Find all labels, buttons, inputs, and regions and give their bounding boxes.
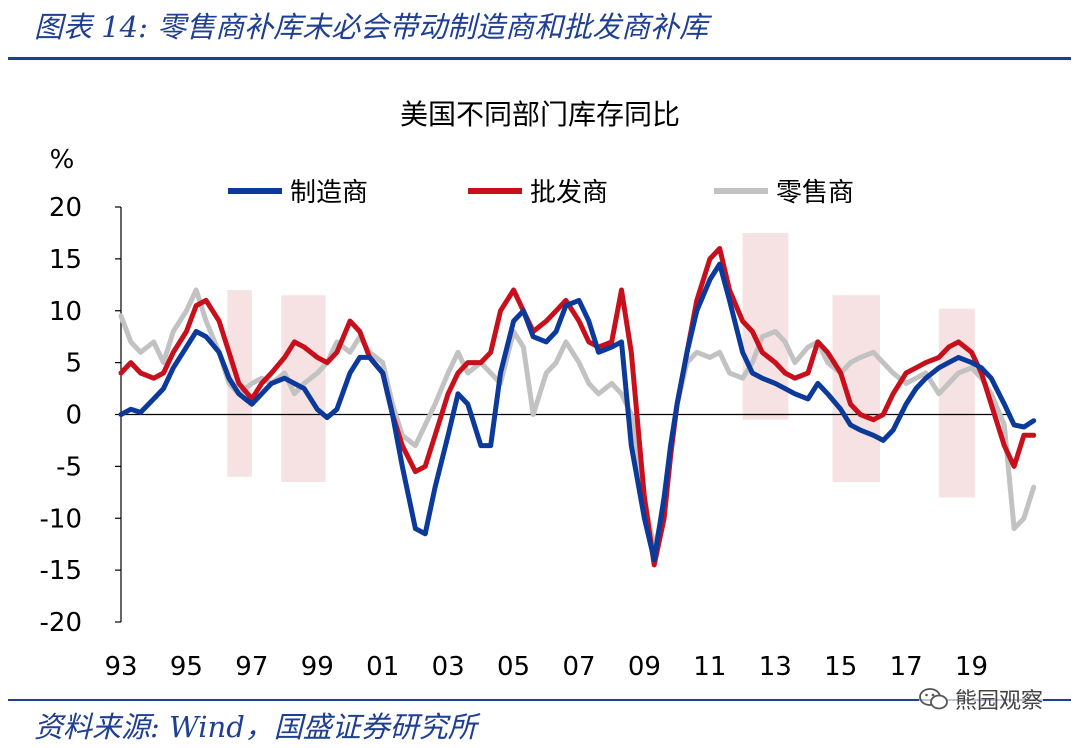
series-line-wholesaler [118, 246, 1037, 568]
inventory-yoy-chart: 美国不同部门库存同比 % 制造商 批发商 零售商 20 15 10 5 0 -5 -10 -1… [40, 98, 1037, 682]
shaded-periods [227, 232, 975, 498]
x-tick-label: 03 [432, 652, 465, 682]
y-tick-label: 20 [49, 193, 82, 223]
legend-label-retailer: 零售商 [776, 178, 854, 208]
watermark-text: 熊园观察 [954, 689, 1043, 714]
series-line-manufacturer [118, 261, 1037, 563]
shaded-period-4 [832, 295, 880, 482]
y-tick-label: -15 [40, 556, 82, 586]
legend-item-retailer: 零售商 [714, 178, 854, 208]
x-tick-label: 95 [170, 652, 203, 682]
y-tick-label: 15 [49, 245, 82, 275]
watermark: 熊园观察 [918, 683, 1043, 715]
x-tick-label: 01 [366, 652, 399, 682]
x-tick-label: 17 [890, 652, 923, 682]
x-tick-label: 05 [497, 652, 530, 682]
series-lines [118, 246, 1037, 568]
y-tick-label: 0 [65, 401, 82, 431]
y-tick-label: -20 [40, 608, 82, 638]
x-tick-label: 93 [104, 652, 137, 682]
legend-label-wholesaler: 批发商 [530, 178, 608, 208]
figure-title: 图表 14: 零售商补库未必会带动制造商和批发商补库 [34, 10, 709, 44]
x-tick-label: 99 [301, 652, 334, 682]
x-tick-label: 07 [562, 652, 595, 682]
x-tick-label: 11 [693, 652, 726, 682]
x-tick-label: 97 [235, 652, 268, 682]
source-rule [8, 699, 1071, 701]
y-axis-unit: % [50, 145, 75, 175]
x-tick-label: 09 [628, 652, 661, 682]
legend: 制造商 批发商 零售商 [228, 178, 854, 208]
source-note: 资料来源: Wind，国盛证券研究所 [34, 710, 477, 744]
title-rule [8, 57, 1071, 60]
shaded-period-5 [938, 308, 975, 498]
y-tick-label: -10 [40, 504, 82, 534]
axes: 20 15 10 5 0 -5 -10 -15 -20 93 95 97 99 01 03 05 07 09 11 1… [40, 193, 1012, 682]
x-tick-label: 13 [759, 652, 792, 682]
legend-item-wholesaler: 批发商 [468, 178, 608, 208]
x-tick-label: 19 [955, 652, 988, 682]
y-tick-label: 10 [49, 297, 82, 327]
y-tick-label: 5 [65, 349, 82, 379]
wechat-icon [919, 688, 948, 710]
legend-label-manufacturer: 制造商 [290, 178, 368, 208]
x-tick-label: 15 [824, 652, 857, 682]
legend-item-manufacturer: 制造商 [228, 178, 368, 208]
y-tick-label: -5 [56, 452, 82, 482]
chart-title: 美国不同部门库存同比 [400, 98, 680, 131]
